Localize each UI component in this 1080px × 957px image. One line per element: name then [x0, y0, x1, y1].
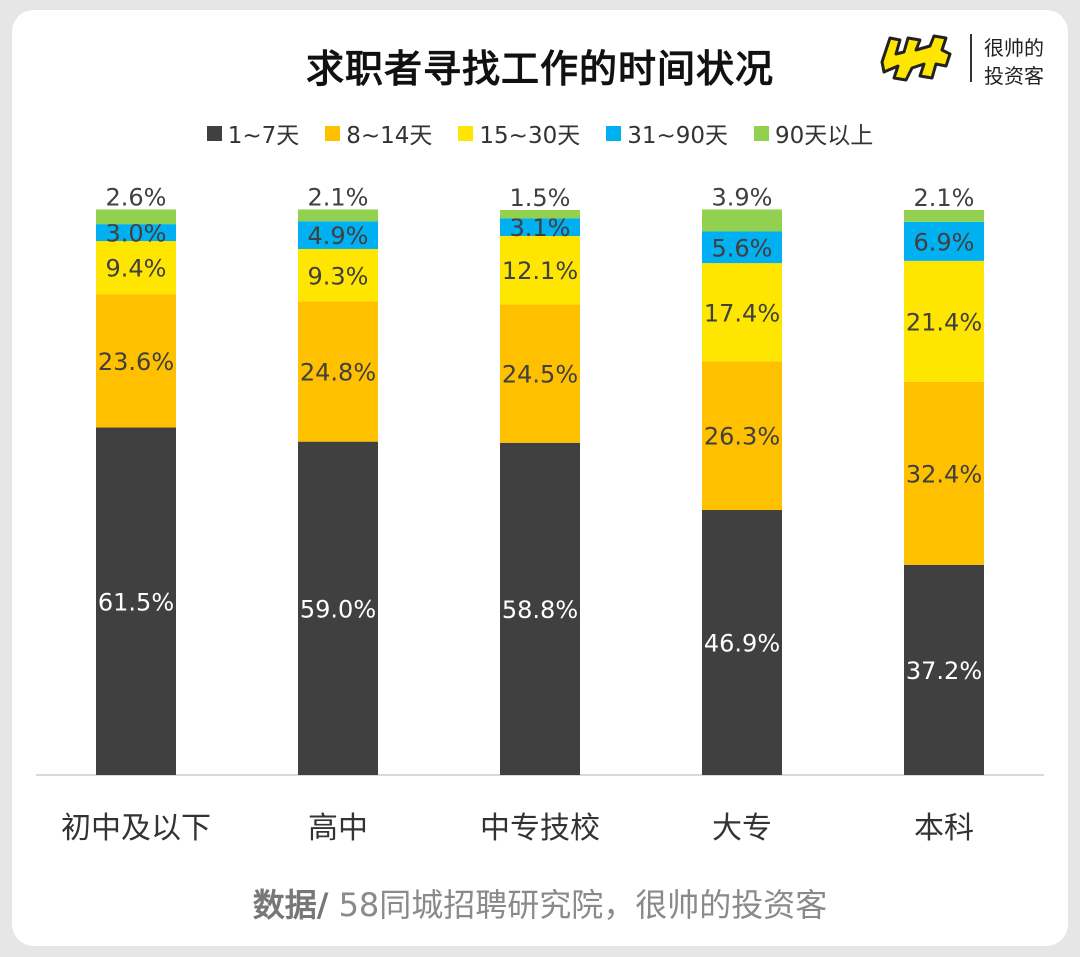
- bar-segment: [298, 301, 378, 442]
- category-label: 大专: [712, 811, 772, 846]
- legend-item: 8~14天: [325, 116, 432, 150]
- legend-swatch: [325, 125, 341, 141]
- legend-label: 1~7天: [227, 123, 300, 149]
- data-label: 32.4%: [906, 460, 982, 488]
- legend-item: 31~90天: [606, 116, 728, 150]
- data-label: 26.3%: [704, 423, 780, 451]
- bar-segment: [702, 510, 782, 775]
- data-label: 4.9%: [308, 222, 369, 250]
- bar-segment: [298, 221, 378, 249]
- chart-title: 求职者寻找工作的时间状况: [305, 47, 774, 91]
- data-label: 3.9%: [712, 183, 773, 211]
- data-label: 1.5%: [510, 184, 571, 212]
- data-label: 9.4%: [106, 255, 167, 283]
- legend-label: 90天以上: [775, 123, 874, 149]
- bar-segment: [702, 231, 782, 264]
- brand: 很帅的 投资客: [876, 26, 1066, 90]
- bar-segment: [298, 248, 378, 302]
- data-label: 2.6%: [106, 183, 167, 211]
- data-label: 46.9%: [704, 630, 780, 658]
- category-label: 高中: [308, 811, 368, 846]
- brand-name-line1: 很帅的: [984, 36, 1044, 60]
- data-label: 24.8%: [300, 359, 376, 387]
- bar-segment: [96, 241, 176, 295]
- data-source: 数据/ 58同城招聘研究院，很帅的投资客: [0, 880, 1080, 926]
- bar-segment: [500, 218, 580, 236]
- brand-name-line2: 投资客: [984, 64, 1044, 88]
- bar-segment: [702, 361, 782, 511]
- bar-segment: [904, 564, 984, 775]
- bar-segment: [298, 209, 378, 222]
- legend-item: 1~7天: [206, 116, 300, 150]
- bar-segment: [96, 224, 176, 242]
- bar-segment: [702, 263, 782, 362]
- legend-swatch: [206, 125, 222, 141]
- data-label: 17.4%: [704, 299, 780, 327]
- bar-segment: [298, 441, 378, 775]
- category-label: 初中及以下: [61, 811, 211, 846]
- data-label: 9.3%: [308, 262, 369, 290]
- brand-divider: [970, 34, 972, 82]
- legend-label: 31~90天: [627, 123, 729, 149]
- data-source-label: 数据/: [252, 886, 329, 924]
- bar-segment: [904, 381, 984, 565]
- bar-segment: [500, 442, 580, 775]
- legend-item: 15~30天: [458, 116, 580, 150]
- data-source-text: 58同城招聘研究院，很帅的投资客: [328, 886, 828, 924]
- data-label: 61.5%: [98, 588, 174, 616]
- bar-segment: [96, 427, 176, 775]
- bar-segment: [904, 260, 984, 382]
- data-label: 12.1%: [502, 257, 578, 285]
- data-label: 23.6%: [98, 348, 174, 376]
- data-label: 3.1%: [510, 214, 571, 242]
- brand-logo-icon: [880, 34, 952, 82]
- data-label: 21.4%: [906, 308, 982, 336]
- data-label: 3.0%: [106, 220, 167, 248]
- data-label: 6.9%: [914, 228, 975, 256]
- bar-segment: [500, 304, 580, 443]
- data-label: 5.6%: [712, 234, 773, 262]
- category-label: 中专技校: [480, 811, 600, 846]
- data-label: 2.1%: [308, 183, 369, 211]
- bar-segment: [96, 294, 176, 428]
- bar-segment: [500, 210, 580, 219]
- data-label: 24.5%: [502, 361, 578, 389]
- data-label: 2.1%: [914, 184, 975, 212]
- chart-legend: 1~7天 8~14天 15~30天 31~90天 90天以上: [0, 116, 1080, 150]
- data-label: 58.8%: [502, 596, 578, 624]
- legend-item: 90天以上: [754, 116, 873, 150]
- legend-swatch: [458, 125, 474, 141]
- data-label: 59.0%: [300, 595, 376, 623]
- bar-segment: [500, 235, 580, 305]
- bar-segment: [96, 209, 176, 225]
- bar-segment: [702, 209, 782, 232]
- legend-label: 8~14天: [346, 123, 433, 149]
- legend-swatch: [754, 125, 770, 141]
- bar-segment: [904, 221, 984, 261]
- bar-segment: [904, 210, 984, 222]
- data-label: 37.2%: [906, 657, 982, 685]
- legend-swatch: [606, 125, 622, 141]
- legend-label: 15~30天: [479, 123, 581, 149]
- category-label: 本科: [914, 811, 974, 846]
